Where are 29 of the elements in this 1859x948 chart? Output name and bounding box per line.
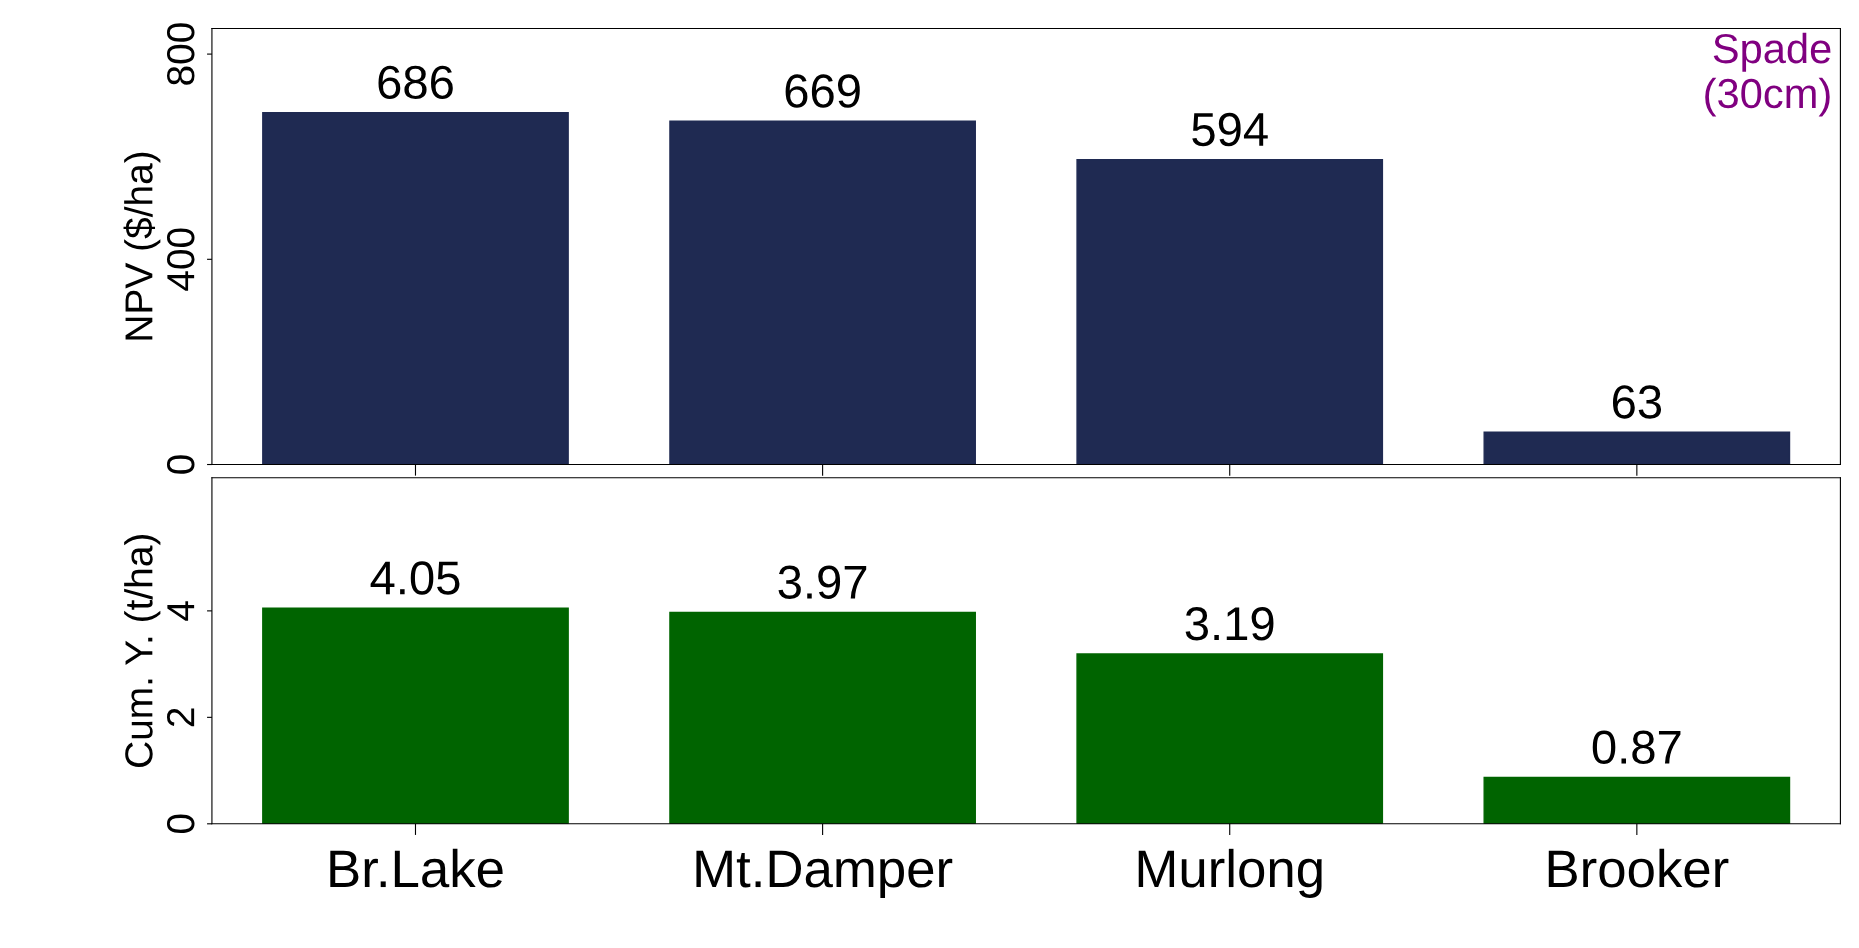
annotation: Spade (30cm)	[1705, 32, 1831, 117]
data-label: 4.05	[370, 561, 460, 595]
data-label: 686	[378, 65, 453, 100]
data-label: 669	[785, 74, 860, 108]
y-tick-label: 800	[166, 23, 195, 85]
y-tick-label: 0	[166, 814, 195, 834]
data-label: 594	[1192, 112, 1268, 147]
bar	[1076, 653, 1384, 824]
y-axis-title: NPV ($/ha)	[123, 152, 161, 340]
data-label: 63	[1612, 385, 1662, 419]
x-tick-label: Mt.Damper	[696, 850, 953, 899]
y-tick-label: 0	[166, 455, 195, 474]
bar	[1483, 776, 1791, 824]
y-axis-title: Cum. Y. (t/ha)	[124, 535, 161, 767]
bar	[1483, 431, 1791, 465]
y-tick-label: 4	[167, 601, 195, 621]
y-tick-label: 2	[166, 708, 195, 727]
data-label: 0.87	[1592, 730, 1681, 764]
bar	[669, 120, 976, 465]
data-label: 3.97	[778, 565, 867, 599]
bar	[262, 607, 569, 824]
x-tick-label: Brooker	[1548, 848, 1729, 888]
x-tick-label: Br.Lake	[330, 848, 503, 888]
x-tick-label: Murlong	[1138, 848, 1322, 899]
data-label: 3.19	[1185, 607, 1274, 641]
bar	[1076, 159, 1384, 465]
bar	[262, 111, 569, 465]
y-tick-label: 400	[166, 228, 195, 291]
bar	[669, 611, 976, 824]
